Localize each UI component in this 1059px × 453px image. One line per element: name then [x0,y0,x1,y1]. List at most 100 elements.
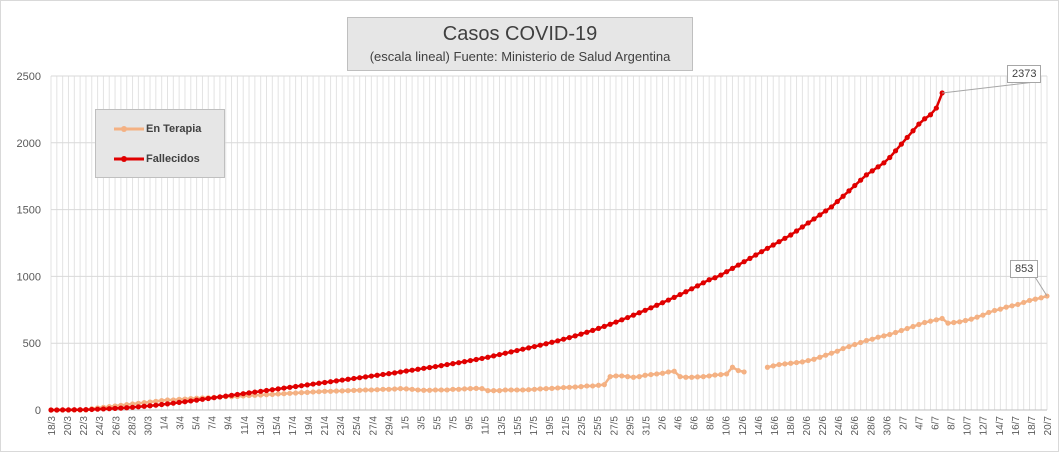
data-point-en-terapia [689,374,695,380]
x-tick-label: 9/5 [465,416,476,430]
data-point-fallecidos [683,289,689,295]
data-point-fallecidos [94,406,101,412]
data-point-fallecidos [828,204,835,210]
data-point-fallecidos [659,300,666,306]
data-point-fallecidos [741,259,747,265]
data-point-en-terapia [642,372,648,378]
data-point-en-terapia [811,356,817,362]
data-point-en-terapia [147,399,153,405]
data-point-fallecidos [188,398,194,404]
data-point-fallecidos [100,406,107,412]
data-point-en-terapia [834,348,840,354]
data-point-fallecidos [380,371,386,378]
data-point-en-terapia [957,319,963,325]
data-point-fallecidos [252,389,258,395]
data-point-fallecidos [461,359,468,365]
data-point-en-terapia [1009,303,1015,309]
data-point-en-terapia [997,306,1004,312]
data-point-en-terapia [526,387,532,393]
data-point-en-terapia [846,343,852,350]
callout-en-terapia: 853 [1010,260,1039,278]
x-tick-label: 16/6 [770,416,781,436]
x-tick-label: 16/7 [1011,416,1022,436]
x-tick-label: 3/4 [176,416,187,430]
data-point-fallecidos [450,361,456,367]
data-point-fallecidos [776,239,782,245]
data-point-en-terapia [159,398,165,404]
data-point-fallecidos [304,382,310,388]
data-point-en-terapia [887,331,893,338]
callout-leaders [942,81,1048,297]
data-point-en-terapia [491,388,497,394]
data-point-en-terapia [735,367,741,374]
x-tick-label: 11/4 [240,416,251,435]
x-tick-label: 29/5 [625,416,636,436]
data-point-en-terapia [572,384,578,390]
data-point-en-terapia [1038,295,1044,301]
data-point-fallecidos [724,269,730,275]
x-tick-label: 5/4 [192,416,203,430]
data-point-fallecidos [129,404,136,410]
data-point-en-terapia [345,388,351,394]
data-point-en-terapia [898,327,904,334]
callout-fallecidos: 2373 [1007,65,1042,83]
x-tick-label: 18/6 [786,416,797,436]
data-point-en-terapia [164,397,171,403]
data-point-en-terapia [549,385,555,391]
data-point-en-terapia [333,388,340,394]
data-point-fallecidos [904,134,910,141]
data-point-fallecidos [386,371,392,377]
data-point-fallecidos [625,314,631,321]
data-point-fallecidos [718,272,724,278]
data-point-en-terapia [287,390,293,396]
data-point-fallecidos [712,275,718,281]
data-point-en-terapia [601,382,607,388]
data-point-fallecidos [852,182,858,189]
data-point-en-terapia [403,386,409,392]
data-point-fallecidos [426,364,433,371]
x-tick-label: 28/6 [866,416,877,436]
data-point-fallecidos [887,154,893,161]
data-point-en-terapia [706,373,712,379]
data-point-en-terapia [141,400,147,406]
x-tick-label: 22/6 [818,416,829,436]
data-point-fallecidos [555,338,561,344]
data-point-en-terapia [986,309,992,316]
data-point-fallecidos [333,378,340,384]
data-point-en-terapia [555,385,561,391]
data-point-fallecidos [269,387,275,393]
data-point-fallecidos [263,387,270,394]
data-point-fallecidos [590,327,596,333]
data-point-fallecidos [636,310,642,316]
data-point-fallecidos [118,405,124,411]
data-point-en-terapia [485,388,491,394]
data-point-fallecidos [467,357,473,364]
x-tick-label: 23/4 [336,416,347,436]
data-point-en-terapia [654,371,660,377]
data-point-en-terapia [374,387,380,393]
legend-swatch-en-terapia [114,126,144,132]
data-point-fallecidos [782,235,788,241]
data-point-en-terapia [409,386,415,392]
data-point-en-terapia [322,388,328,394]
data-point-en-terapia [1032,296,1038,302]
data-point-fallecidos [543,341,549,347]
data-point-en-terapia [386,386,392,392]
data-point-fallecidos [770,242,776,248]
data-point-fallecidos [194,397,200,403]
data-point-fallecidos [89,406,95,413]
data-point-fallecidos [654,302,660,308]
legend-item-fallecidos: Fallecidos [96,150,224,170]
data-point-en-terapia [712,372,718,378]
data-point-en-terapia [974,314,980,320]
data-point-fallecidos [758,249,765,255]
data-point-fallecidos [689,286,695,292]
data-point-en-terapia [380,386,386,392]
data-point-fallecidos [147,403,153,409]
data-point-en-terapia [875,334,881,340]
data-point-fallecidos [846,188,852,194]
data-point-en-terapia [327,388,334,394]
data-point-fallecidos [240,391,246,397]
data-point-fallecidos [607,321,613,327]
x-tick-label: 31/5 [641,416,652,436]
